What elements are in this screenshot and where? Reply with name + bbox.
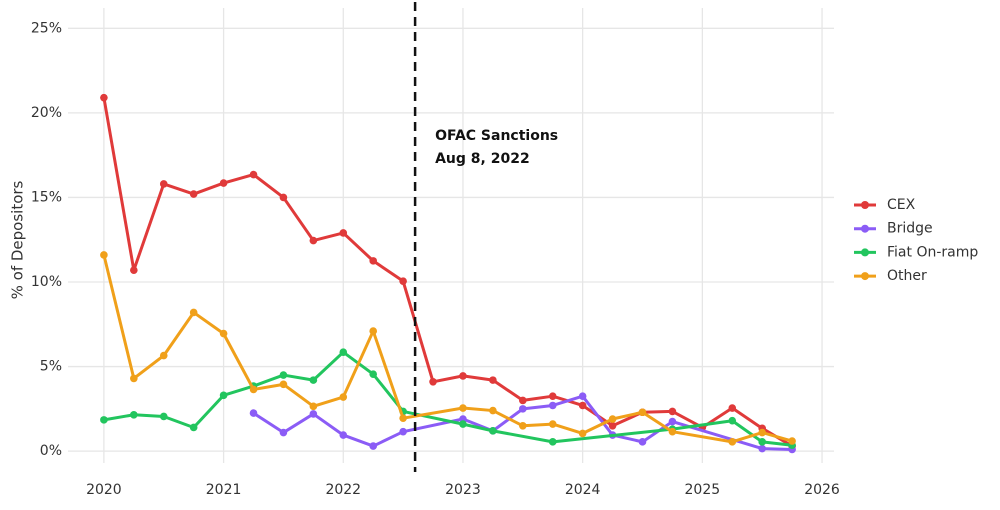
data-point <box>758 428 766 437</box>
data-point <box>608 415 617 423</box>
y-tick-label: 0% <box>40 443 62 459</box>
data-point <box>219 329 228 338</box>
data-point <box>489 427 497 435</box>
data-point <box>548 438 557 446</box>
data-point <box>100 416 108 424</box>
legend-label: Bridge <box>887 221 933 237</box>
annotation-text: OFAC Sanctions <box>435 128 558 144</box>
data-point <box>788 437 796 445</box>
data-point <box>219 391 228 400</box>
data-point <box>399 414 407 422</box>
legend-label: Fiat On-ramp <box>887 244 978 260</box>
data-point <box>459 372 467 380</box>
data-point <box>339 348 348 357</box>
data-point <box>249 385 258 394</box>
data-point <box>668 417 677 426</box>
data-point <box>459 420 467 428</box>
y-tick-label: 15% <box>31 189 62 205</box>
data-point <box>399 277 407 285</box>
data-point <box>578 392 587 400</box>
data-point <box>578 429 587 438</box>
series-line <box>102 97 793 448</box>
data-point <box>519 405 527 413</box>
data-point <box>339 431 348 439</box>
data-point <box>519 396 527 405</box>
data-point <box>369 370 378 378</box>
data-point <box>638 408 647 417</box>
data-point <box>159 351 168 360</box>
data-point <box>638 438 647 446</box>
data-point <box>189 308 198 317</box>
data-point <box>429 378 437 386</box>
data-point <box>279 371 288 379</box>
data-point <box>489 376 497 384</box>
data-point <box>189 423 198 432</box>
data-point <box>668 427 677 436</box>
data-point <box>339 393 348 401</box>
x-tick-label: 2025 <box>685 482 721 498</box>
data-point <box>100 251 108 259</box>
data-point <box>728 416 737 425</box>
data-point <box>130 410 138 419</box>
data-point <box>130 266 138 274</box>
data-point <box>130 374 138 383</box>
data-point <box>309 402 318 411</box>
data-point <box>758 438 766 446</box>
data-point <box>159 180 168 188</box>
legend-swatch <box>861 248 869 257</box>
data-point <box>369 257 378 265</box>
data-point <box>279 380 288 389</box>
data-point <box>459 404 467 412</box>
legend-swatch <box>861 201 869 209</box>
x-tick-label: 2021 <box>206 482 242 498</box>
data-point <box>309 410 318 418</box>
data-point <box>608 421 617 430</box>
y-tick-label: 20% <box>31 105 62 121</box>
y-tick-label: 10% <box>31 274 62 290</box>
legend-label: CEX <box>887 197 916 213</box>
data-point <box>219 179 228 187</box>
data-point <box>758 444 766 453</box>
data-point <box>159 412 168 421</box>
data-point <box>100 93 108 102</box>
data-point <box>369 327 378 335</box>
data-point <box>399 427 407 436</box>
data-point <box>249 170 258 179</box>
data-point <box>728 404 737 412</box>
y-tick-label: 25% <box>31 20 62 36</box>
data-point <box>489 406 497 415</box>
data-point <box>668 407 677 416</box>
data-point <box>728 438 737 446</box>
data-point <box>279 428 288 437</box>
series-line <box>102 254 793 444</box>
data-point <box>279 193 288 202</box>
data-point <box>249 409 258 417</box>
data-point <box>189 190 198 198</box>
data-point <box>309 376 318 384</box>
data-point <box>578 401 587 410</box>
annotation-text: Aug 8, 2022 <box>435 151 530 167</box>
y-tick-label: 5% <box>40 359 62 375</box>
data-point <box>309 236 318 245</box>
y-axis-label: % of Depositors <box>9 180 27 299</box>
legend-swatch <box>861 272 869 281</box>
data-point <box>548 401 557 410</box>
data-point <box>519 421 527 430</box>
data-point <box>369 442 378 450</box>
x-tick-label: 2026 <box>804 482 840 498</box>
legend-swatch <box>861 224 869 233</box>
x-tick-label: 2022 <box>325 482 361 498</box>
x-tick-label: 2024 <box>565 482 601 498</box>
data-point <box>548 392 557 400</box>
legend-label: Other <box>887 268 927 284</box>
data-point <box>548 420 557 428</box>
data-point <box>339 229 348 237</box>
x-tick-label: 2023 <box>445 482 481 498</box>
x-tick-label: 2020 <box>86 482 122 498</box>
